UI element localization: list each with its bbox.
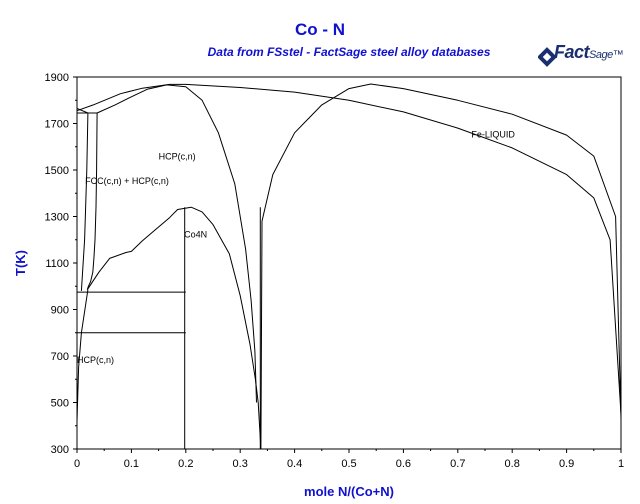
- phase-boundary-12: [76, 289, 89, 422]
- y-tick-label-0: 300: [51, 444, 69, 456]
- x-tick-label-8: 0.8: [505, 458, 520, 470]
- y-axis: 300 500 700 900 1100 1300 1500 1700 1900: [45, 72, 77, 456]
- chart-subtitle: Data from FSstel - FactSage steel alloy …: [207, 45, 491, 59]
- x-tick-label-6: 0.6: [396, 458, 411, 470]
- y-tick-label-7: 1700: [45, 119, 69, 131]
- y-tick-label-3: 900: [51, 305, 69, 317]
- phase-boundaries: [76, 83, 622, 450]
- phase-boundary-2: [76, 107, 98, 114]
- y-tick-label-2: 700: [51, 351, 69, 363]
- x-axis: 0 0.1 0.2 0.3 0.4 0.5 0.6 0.7 0.8 0.9 1: [74, 449, 624, 470]
- x-tick-label-10: 1: [618, 458, 624, 470]
- region-labels: Fe-LIQUID HCP(c,n) FCC(c,n) + HCP(c,n) Co4N…: [77, 129, 515, 365]
- phase-boundary-0: [257, 83, 622, 450]
- x-tick-label-9: 0.9: [559, 458, 574, 470]
- x-tick-label-3: 0.3: [233, 458, 248, 470]
- phase-boundary-6: [80, 112, 89, 291]
- region-label-1: HCP(c,n): [159, 152, 196, 162]
- y-tick-label-5: 1300: [45, 212, 69, 224]
- x-tick-label-1: 0.1: [124, 458, 139, 470]
- plot-frame: [76, 76, 622, 450]
- y-tick-label-4: 1100: [45, 258, 69, 270]
- chart-title: Co - N: [294, 20, 346, 39]
- factsage-logo-text: FactSage™: [554, 42, 624, 62]
- y-tick-label-8: 1900: [45, 72, 69, 84]
- phase-boundary-5: [86, 112, 98, 290]
- phase-boundary-1: [76, 83, 622, 415]
- x-tick-label-4: 0.4: [287, 458, 302, 470]
- region-label-4: HCP(c,n): [77, 355, 114, 365]
- factsage-logo-icon: [537, 47, 557, 67]
- x-tick-label-2: 0.2: [178, 458, 193, 470]
- x-axis-label: mole N/(Co+N): [304, 484, 394, 499]
- region-label-3: Co4N: [184, 229, 207, 239]
- x-tick-label-0: 0: [74, 458, 80, 470]
- x-tick-label-7: 0.7: [450, 458, 465, 470]
- region-label-2: FCC(c,n) + HCP(c,n): [85, 176, 169, 186]
- phase-boundary-3: [96, 84, 257, 403]
- y-tick-label-6: 1500: [45, 165, 69, 177]
- phase-boundary-7: [86, 206, 259, 403]
- x-tick-label-5: 0.5: [341, 458, 356, 470]
- y-axis-label: T(K): [13, 250, 28, 276]
- factsage-logo: FactSage™: [537, 40, 636, 74]
- y-tick-label-1: 500: [51, 398, 69, 410]
- region-label-0: Fe-LIQUID: [471, 129, 515, 139]
